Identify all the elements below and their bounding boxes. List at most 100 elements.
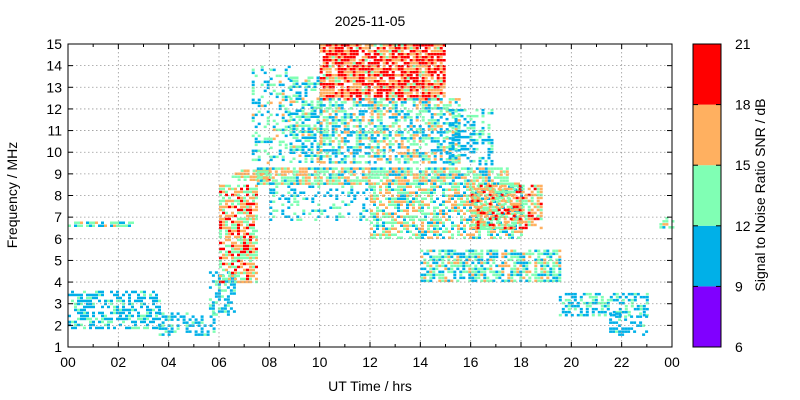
heatmap-cell <box>122 224 125 227</box>
heatmap-cell <box>488 226 492 230</box>
heatmap-cell <box>388 89 392 92</box>
heatmap-cell <box>316 182 320 185</box>
heatmap-cell <box>128 221 131 224</box>
heatmap-cell <box>298 167 302 170</box>
heatmap-cell <box>161 321 165 324</box>
heatmap-cell <box>484 167 488 170</box>
heatmap-cell <box>352 86 356 89</box>
heatmap-cell <box>460 129 464 133</box>
heatmap-cell <box>237 220 240 224</box>
heatmap-cell <box>228 274 231 278</box>
heatmap-cell <box>477 261 481 265</box>
heatmap-cell <box>482 211 486 215</box>
heatmap-cell <box>382 134 386 137</box>
heatmap-cell <box>269 77 273 81</box>
heatmap-cell <box>212 321 216 324</box>
heatmap-cell <box>286 179 290 182</box>
heatmap-cell <box>349 50 353 53</box>
heatmap-cell <box>436 47 440 50</box>
heatmap-cell <box>364 95 368 98</box>
heatmap-cell <box>246 280 249 284</box>
heatmap-cell <box>466 167 470 170</box>
heatmap-cell <box>454 147 458 151</box>
heatmap-cell <box>225 199 228 203</box>
heatmap-cell <box>469 170 473 173</box>
heatmap-cell <box>228 271 231 275</box>
heatmap-cell <box>445 108 449 112</box>
heatmap-cell <box>222 274 225 278</box>
heatmap-cell <box>307 76 311 79</box>
heatmap-cell <box>403 83 407 86</box>
heatmap-cell <box>490 236 493 239</box>
heatmap-cell <box>231 214 234 218</box>
heatmap-cell <box>361 80 365 83</box>
heatmap-cell <box>370 110 374 113</box>
heatmap-cell <box>512 202 516 206</box>
heatmap-cell <box>439 59 443 62</box>
x-tick-label: 00 <box>60 354 76 370</box>
heatmap-cell <box>469 194 472 197</box>
heatmap-cell <box>424 101 428 104</box>
heatmap-cell <box>122 302 125 306</box>
heatmap-cell <box>231 226 234 230</box>
heatmap-cell <box>322 110 326 113</box>
heatmap-cell <box>469 233 472 236</box>
heatmap-cell <box>527 208 531 212</box>
heatmap-cell <box>328 71 332 74</box>
heatmap-cell <box>499 230 502 233</box>
heatmap-cell <box>367 143 371 146</box>
heatmap-cell <box>470 214 474 218</box>
heatmap-cell <box>473 226 477 230</box>
heatmap-cell <box>409 191 412 194</box>
heatmap-cell <box>334 53 338 56</box>
heatmap-cell <box>457 132 461 136</box>
heatmap-cell <box>415 233 418 236</box>
heatmap-cell <box>501 273 505 277</box>
heatmap-cell <box>376 143 380 146</box>
heatmap-cell <box>439 125 443 128</box>
heatmap-cell <box>391 203 394 206</box>
heatmap-cell <box>271 176 275 179</box>
heatmap-cell <box>385 50 389 53</box>
heatmap-cell <box>426 252 430 256</box>
heatmap-cell <box>439 128 443 131</box>
heatmap-cell <box>68 320 71 324</box>
heatmap-cell <box>335 197 339 200</box>
heatmap-cell <box>501 261 505 265</box>
heatmap-cell <box>609 321 613 324</box>
heatmap-cell <box>262 179 266 182</box>
heatmap-cell <box>509 205 513 209</box>
heatmap-cell <box>110 302 113 306</box>
heatmap-cell <box>424 155 428 158</box>
heatmap-cell <box>400 173 404 176</box>
heatmap-cell <box>322 104 326 107</box>
heatmap-cell <box>343 167 347 170</box>
heatmap-cell <box>313 115 317 118</box>
heatmap-cell <box>158 317 161 321</box>
heatmap-cell <box>280 170 284 173</box>
heatmap-cell <box>412 83 416 86</box>
heatmap-cell <box>421 95 425 98</box>
heatmap-cell <box>214 271 218 274</box>
heatmap-cell <box>322 65 326 68</box>
heatmap-cell <box>255 187 258 191</box>
heatmap-cell <box>317 191 321 194</box>
heatmap-cell <box>466 209 469 212</box>
heatmap-cell <box>424 77 428 80</box>
heatmap-cell <box>382 182 385 185</box>
heatmap-cell <box>391 116 395 119</box>
heatmap-cell <box>119 296 122 300</box>
heatmap-cell <box>370 71 374 74</box>
heatmap-cell <box>394 188 397 191</box>
heatmap-cell <box>379 77 383 80</box>
heatmap-cell <box>439 134 443 137</box>
heatmap-cell <box>255 235 258 239</box>
heatmap-cell <box>373 161 377 164</box>
heatmap-cell <box>450 252 454 256</box>
heatmap-cell <box>361 68 365 71</box>
heatmap-cell <box>503 217 507 221</box>
heatmap-cell <box>426 273 430 277</box>
heatmap-cell <box>379 113 383 116</box>
heatmap-cell <box>225 184 228 188</box>
heatmap-cell <box>406 53 410 56</box>
